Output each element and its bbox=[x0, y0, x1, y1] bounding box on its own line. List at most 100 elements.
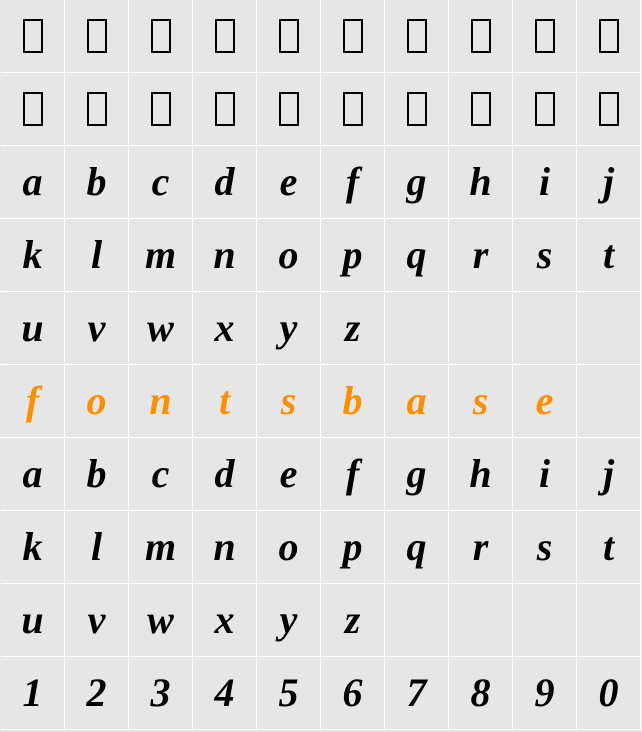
glyph-cell[interactable]: b bbox=[65, 146, 129, 219]
glyph-cell[interactable]: q bbox=[385, 511, 449, 584]
glyph-cell[interactable] bbox=[577, 0, 641, 73]
glyph-cell[interactable]: v bbox=[65, 584, 129, 657]
glyph-cell[interactable]: e bbox=[257, 146, 321, 219]
glyph-cell[interactable]: h bbox=[449, 146, 513, 219]
glyph-cell[interactable] bbox=[449, 0, 513, 73]
glyph-cell[interactable]: c bbox=[129, 146, 193, 219]
glyph-cell[interactable] bbox=[513, 0, 577, 73]
glyph-cell[interactable]: o bbox=[65, 365, 129, 438]
glyph-cell[interactable] bbox=[129, 73, 193, 146]
glyph-cell[interactable]: f bbox=[1, 365, 65, 438]
glyph-cell[interactable]: n bbox=[193, 219, 257, 292]
glyph-cell[interactable]: y bbox=[257, 584, 321, 657]
glyph-cell[interactable] bbox=[577, 73, 641, 146]
glyph-cell[interactable]: r bbox=[449, 511, 513, 584]
glyph-cell[interactable]: h bbox=[449, 438, 513, 511]
glyph-cell[interactable]: i bbox=[513, 146, 577, 219]
glyph-cell[interactable] bbox=[193, 0, 257, 73]
glyph-cell[interactable]: p bbox=[321, 511, 385, 584]
glyph-cell[interactable]: f bbox=[321, 146, 385, 219]
glyph-cell[interactable] bbox=[321, 0, 385, 73]
glyph-cell[interactable]: 6 bbox=[321, 657, 385, 730]
glyph-cell[interactable]: w bbox=[129, 292, 193, 365]
glyph-cell[interactable]: g bbox=[385, 146, 449, 219]
glyph-cell[interactable]: o bbox=[257, 511, 321, 584]
glyph-cell[interactable]: k bbox=[1, 511, 65, 584]
glyph-cell[interactable]: 0 bbox=[577, 657, 641, 730]
glyph-cell[interactable]: a bbox=[385, 365, 449, 438]
glyph-cell[interactable]: 7 bbox=[385, 657, 449, 730]
glyph-cell[interactable]: o bbox=[257, 219, 321, 292]
glyph-cell[interactable] bbox=[385, 292, 449, 365]
glyph-cell[interactable]: s bbox=[449, 365, 513, 438]
glyph-cell[interactable]: x bbox=[193, 584, 257, 657]
glyph-cell[interactable] bbox=[577, 292, 641, 365]
glyph-cell[interactable] bbox=[513, 584, 577, 657]
glyph-cell[interactable]: u bbox=[1, 584, 65, 657]
glyph-cell[interactable]: u bbox=[1, 292, 65, 365]
glyph-cell[interactable]: j bbox=[577, 438, 641, 511]
glyph-cell[interactable]: n bbox=[129, 365, 193, 438]
glyph-cell[interactable]: c bbox=[129, 438, 193, 511]
glyph-cell[interactable]: z bbox=[321, 292, 385, 365]
glyph-cell[interactable] bbox=[193, 73, 257, 146]
glyph-cell[interactable]: d bbox=[193, 146, 257, 219]
glyph-cell[interactable]: 4 bbox=[193, 657, 257, 730]
glyph-cell[interactable] bbox=[1, 73, 65, 146]
glyph-cell[interactable]: y bbox=[257, 292, 321, 365]
glyph-cell[interactable] bbox=[65, 0, 129, 73]
glyph-cell[interactable]: t bbox=[577, 219, 641, 292]
glyph-cell[interactable]: d bbox=[193, 438, 257, 511]
glyph-cell[interactable]: l bbox=[65, 219, 129, 292]
glyph-cell[interactable] bbox=[577, 584, 641, 657]
glyph-cell[interactable]: q bbox=[385, 219, 449, 292]
glyph-cell[interactable]: b bbox=[321, 365, 385, 438]
glyph-cell[interactable] bbox=[65, 73, 129, 146]
glyph-cell[interactable]: p bbox=[321, 219, 385, 292]
glyph-cell[interactable] bbox=[449, 292, 513, 365]
glyph-cell[interactable]: m bbox=[129, 511, 193, 584]
glyph-cell[interactable]: 2 bbox=[65, 657, 129, 730]
glyph-cell[interactable]: w bbox=[129, 584, 193, 657]
glyph-cell[interactable]: b bbox=[65, 438, 129, 511]
glyph-cell[interactable]: s bbox=[257, 365, 321, 438]
glyph-cell[interactable]: x bbox=[193, 292, 257, 365]
glyph-cell[interactable]: n bbox=[193, 511, 257, 584]
glyph-cell[interactable]: j bbox=[577, 146, 641, 219]
glyph-cell[interactable]: s bbox=[513, 511, 577, 584]
glyph-cell[interactable]: 3 bbox=[129, 657, 193, 730]
glyph-cell[interactable] bbox=[385, 73, 449, 146]
glyph-cell[interactable]: f bbox=[321, 438, 385, 511]
glyph-cell[interactable] bbox=[449, 73, 513, 146]
glyph-cell[interactable]: e bbox=[257, 438, 321, 511]
glyph-cell[interactable]: 5 bbox=[257, 657, 321, 730]
glyph-cell[interactable] bbox=[257, 73, 321, 146]
glyph-cell[interactable] bbox=[129, 0, 193, 73]
glyph-cell[interactable]: k bbox=[1, 219, 65, 292]
glyph-cell[interactable]: s bbox=[513, 219, 577, 292]
glyph-cell[interactable] bbox=[321, 73, 385, 146]
glyph-cell[interactable]: i bbox=[513, 438, 577, 511]
glyph-cell[interactable]: 1 bbox=[1, 657, 65, 730]
glyph-cell[interactable] bbox=[385, 584, 449, 657]
glyph-cell[interactable] bbox=[1, 0, 65, 73]
glyph-cell[interactable]: 9 bbox=[513, 657, 577, 730]
glyph-cell[interactable]: 8 bbox=[449, 657, 513, 730]
glyph-cell[interactable]: z bbox=[321, 584, 385, 657]
glyph-cell[interactable]: m bbox=[129, 219, 193, 292]
glyph-cell[interactable]: t bbox=[193, 365, 257, 438]
glyph-cell[interactable]: t bbox=[577, 511, 641, 584]
glyph-cell[interactable] bbox=[257, 0, 321, 73]
glyph-cell[interactable]: v bbox=[65, 292, 129, 365]
glyph-cell[interactable]: e bbox=[513, 365, 577, 438]
glyph-cell[interactable] bbox=[577, 365, 641, 438]
glyph-cell[interactable]: a bbox=[1, 438, 65, 511]
glyph-cell[interactable] bbox=[513, 73, 577, 146]
glyph-cell[interactable]: a bbox=[1, 146, 65, 219]
glyph-cell[interactable] bbox=[513, 292, 577, 365]
glyph-cell[interactable]: r bbox=[449, 219, 513, 292]
glyph-cell[interactable] bbox=[449, 584, 513, 657]
glyph-cell[interactable]: l bbox=[65, 511, 129, 584]
glyph-cell[interactable]: g bbox=[385, 438, 449, 511]
glyph-cell[interactable] bbox=[385, 0, 449, 73]
